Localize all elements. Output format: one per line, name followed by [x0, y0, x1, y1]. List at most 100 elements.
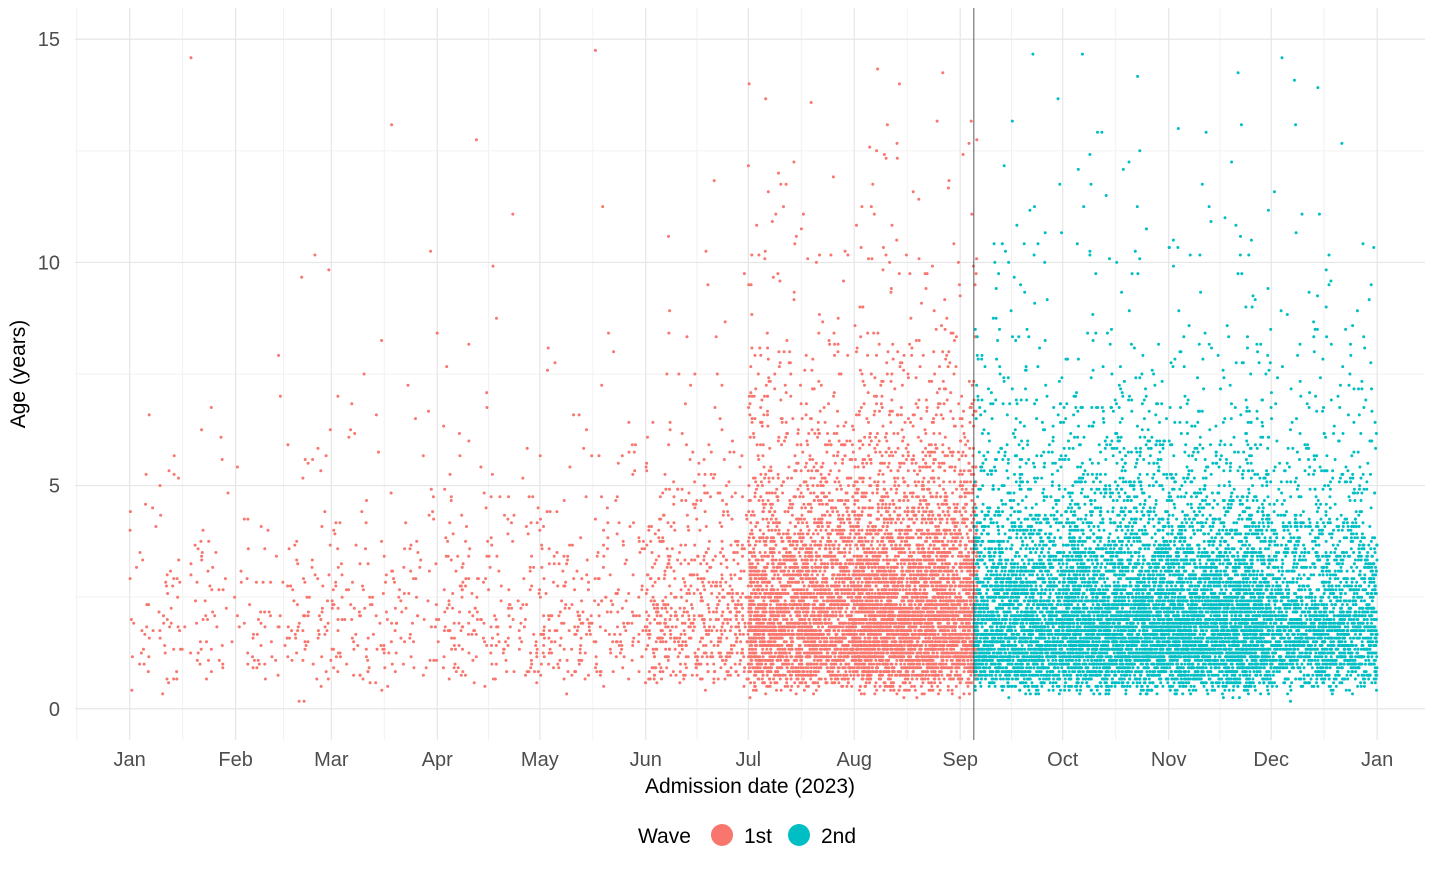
point-wave-1st	[773, 588, 776, 591]
point-wave-1st	[539, 674, 542, 677]
point-wave-1st	[721, 588, 724, 591]
point-wave-1st	[856, 347, 859, 350]
point-wave-1st	[303, 614, 306, 617]
point-wave-1st	[762, 413, 765, 416]
point-wave-1st	[773, 655, 776, 658]
point-wave-1st	[798, 663, 801, 666]
point-wave-1st	[175, 670, 178, 673]
point-wave-1st	[650, 599, 653, 602]
point-wave-1st	[830, 592, 833, 595]
point-wave-1st	[849, 577, 852, 580]
point-wave-1st	[725, 484, 728, 487]
point-wave-1st	[132, 622, 135, 625]
point-wave-1st	[790, 685, 793, 688]
point-wave-1st	[831, 611, 834, 614]
point-wave-1st	[847, 514, 850, 517]
point-wave-1st	[719, 551, 722, 554]
point-wave-1st	[647, 525, 650, 528]
point-wave-1st	[685, 666, 688, 669]
point-wave-1st	[369, 603, 372, 606]
point-wave-1st	[365, 655, 368, 658]
point-wave-1st	[811, 570, 814, 573]
point-wave-1st	[713, 473, 716, 476]
point-wave-1st	[833, 354, 836, 357]
point-wave-1st	[829, 637, 832, 640]
point-wave-1st	[554, 629, 557, 632]
point-wave-1st	[789, 603, 792, 606]
point-wave-1st	[442, 425, 445, 428]
point-wave-1st	[819, 618, 822, 621]
point-wave-1st	[757, 454, 760, 457]
point-wave-1st	[415, 540, 418, 543]
point-wave-1st	[693, 625, 696, 628]
point-wave-1st	[448, 521, 451, 524]
point-wave-1st	[434, 562, 437, 565]
point-wave-1st	[758, 499, 761, 502]
point-wave-1st	[829, 596, 832, 599]
point-wave-1st	[460, 674, 463, 677]
point-wave-1st	[677, 640, 680, 643]
point-wave-1st	[600, 670, 603, 673]
point-wave-1st	[826, 652, 829, 655]
point-wave-1st	[771, 555, 774, 558]
point-wave-1st	[415, 596, 418, 599]
point-wave-1st	[664, 622, 667, 625]
point-wave-1st	[769, 663, 772, 666]
point-wave-1st	[409, 633, 412, 636]
point-wave-1st	[794, 495, 797, 498]
point-wave-1st	[839, 655, 842, 658]
point-wave-1st	[802, 213, 805, 216]
point-wave-1st	[796, 544, 799, 547]
point-wave-1st	[750, 577, 753, 580]
point-wave-1st	[791, 514, 794, 517]
point-wave-1st	[778, 365, 781, 368]
point-wave-1st	[801, 599, 804, 602]
point-wave-1st	[668, 648, 671, 651]
point-wave-1st	[490, 663, 493, 666]
point-wave-1st	[510, 521, 513, 524]
point-wave-1st	[169, 570, 172, 573]
point-wave-1st	[670, 592, 673, 595]
point-wave-1st	[797, 432, 800, 435]
point-wave-1st	[819, 529, 822, 532]
point-wave-1st	[771, 562, 774, 565]
point-wave-1st	[402, 566, 405, 569]
point-wave-1st	[434, 625, 437, 628]
point-wave-1st	[769, 466, 772, 469]
point-wave-1st	[731, 592, 734, 595]
point-wave-1st	[759, 406, 762, 409]
point-wave-1st	[717, 678, 720, 681]
point-wave-1st	[815, 551, 818, 554]
point-wave-1st	[704, 473, 707, 476]
point-wave-1st	[825, 644, 828, 647]
point-wave-1st	[807, 625, 810, 628]
point-wave-1st	[220, 436, 223, 439]
point-wave-1st	[199, 663, 202, 666]
point-wave-1st	[821, 320, 824, 323]
point-wave-1st	[874, 585, 877, 588]
point-wave-1st	[842, 540, 845, 543]
point-wave-1st	[741, 547, 744, 550]
point-wave-1st	[707, 629, 710, 632]
point-wave-1st	[843, 566, 846, 569]
point-wave-1st	[766, 410, 769, 413]
point-wave-1st	[161, 692, 164, 695]
point-wave-1st	[839, 518, 842, 521]
point-wave-1st	[785, 532, 788, 535]
point-wave-1st	[754, 544, 757, 547]
point-wave-1st	[722, 555, 725, 558]
point-wave-1st	[848, 670, 851, 673]
point-wave-1st	[765, 384, 768, 387]
point-wave-1st	[734, 492, 737, 495]
point-wave-1st	[800, 659, 803, 662]
point-wave-1st	[811, 387, 814, 390]
point-wave-1st	[788, 652, 791, 655]
point-wave-1st	[772, 540, 775, 543]
point-wave-1st	[819, 540, 822, 543]
point-wave-1st	[777, 350, 780, 353]
point-wave-1st	[768, 492, 771, 495]
point-wave-1st	[754, 648, 757, 651]
point-wave-1st	[563, 648, 566, 651]
point-wave-1st	[790, 655, 793, 658]
point-wave-1st	[805, 402, 808, 405]
